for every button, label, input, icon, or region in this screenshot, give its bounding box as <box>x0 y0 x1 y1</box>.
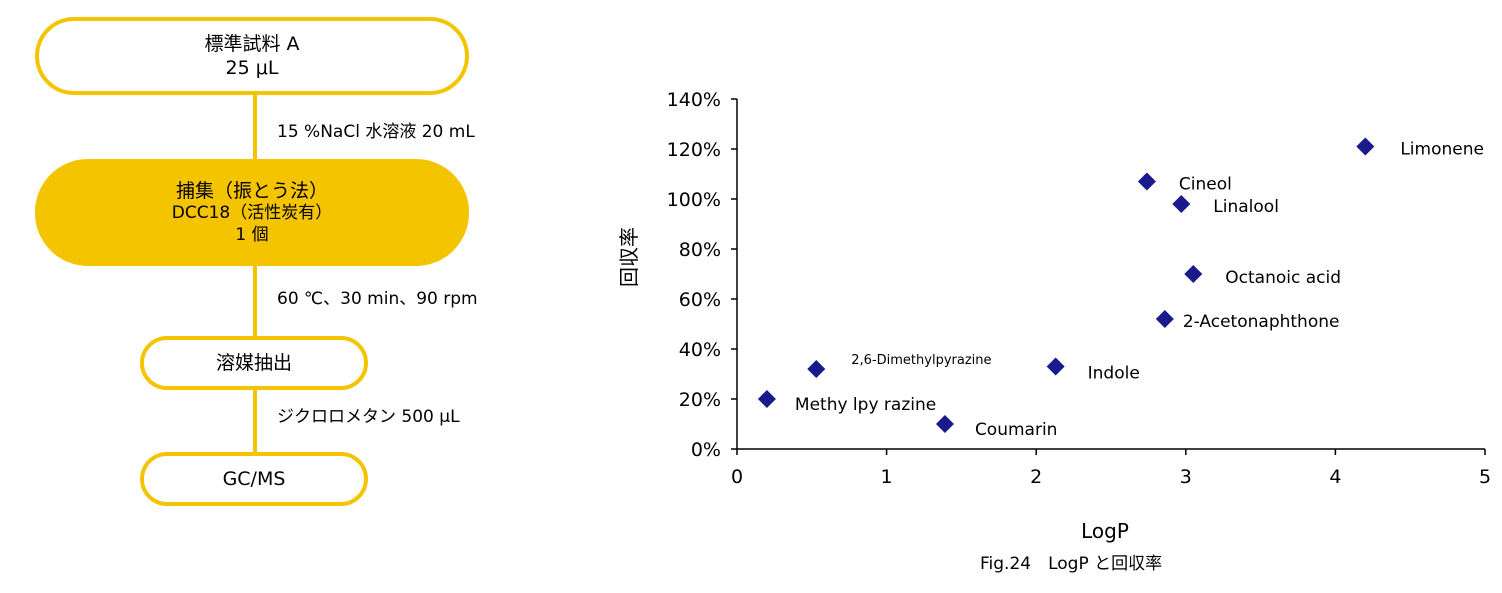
data-point-marker <box>1137 172 1156 191</box>
flow-step-collection-title: 捕集（振とう法） <box>175 179 328 202</box>
data-point-marker <box>757 390 776 408</box>
flow-condition-solvent: ジクロロメタン 500 μL <box>277 407 460 427</box>
data-point-label: Indole <box>1088 364 1140 384</box>
x-tick-label: 2 <box>1030 466 1042 488</box>
flow-step-solvent-extraction: 溶媒抽出 <box>140 336 368 390</box>
y-tick-label: 80% <box>679 239 721 261</box>
flow-connector-1 <box>253 95 257 159</box>
data-point-marker <box>935 415 954 433</box>
sample-prep-flowchart: 標準試料 A 25 μL 15 %NaCl 水溶液 20 mL 捕集（振とう法）… <box>0 0 560 593</box>
data-point-marker <box>1046 357 1065 376</box>
data-point-label: Methy lpy razine <box>795 395 936 415</box>
flow-step-collection-adsorbent: DCC18（活性炭有） <box>171 202 333 223</box>
logp-recovery-scatter-chart: 0 1 2 3 4 5 0% 20% 40% 60% 80% 100% 120% 140% Limone… <box>617 89 1491 543</box>
chart-axes <box>731 98 1486 455</box>
x-axis-label: LogP <box>1081 519 1129 543</box>
flow-connector-2 <box>253 266 257 336</box>
y-tick-label: 0% <box>691 439 721 461</box>
x-tick-label: 0 <box>731 466 743 488</box>
flow-step-gcms-title: GC/MS <box>222 467 286 490</box>
data-point-marker <box>1356 137 1375 156</box>
data-point-label: Octanoic acid <box>1225 268 1341 288</box>
data-point-marker <box>1155 310 1174 328</box>
flow-connector-3 <box>253 390 257 452</box>
data-point-label: 2,6-Dimethylpyrazine <box>851 353 991 368</box>
x-tick-label: 4 <box>1329 466 1341 488</box>
x-tick-label: 1 <box>881 466 893 488</box>
figure-caption: Fig.24 LogP と回収率 <box>980 554 1163 574</box>
y-tick-label: 40% <box>679 339 721 361</box>
flow-step-standard-sample-volume: 25 μL <box>225 57 279 79</box>
flow-step-solvent-extraction-title: 溶媒抽出 <box>215 351 292 374</box>
data-point-marker <box>1172 195 1191 213</box>
flow-step-standard-sample: 標準試料 A 25 μL <box>35 17 469 95</box>
data-point-label: Cineol <box>1179 175 1232 195</box>
flow-condition-shaking: 60 ℃、30 min、90 rpm <box>277 289 478 309</box>
flow-step-standard-sample-title: 標準試料 A <box>204 32 300 55</box>
y-axis-label: 回収率 <box>617 227 641 287</box>
flow-condition-nacl: 15 %NaCl 水溶液 20 mL <box>277 122 475 142</box>
x-tick-label: 5 <box>1479 466 1491 488</box>
flow-step-collection: 捕集（振とう法） DCC18（活性炭有） 1 個 <box>35 159 469 266</box>
flow-step-collection-count: 1 個 <box>235 224 269 245</box>
data-point-label: Linalool <box>1213 197 1279 217</box>
y-tick-label: 120% <box>667 139 721 161</box>
data-point-label: Coumarin <box>975 420 1058 440</box>
data-point-marker <box>1184 265 1203 283</box>
y-tick-labels: 0% 20% 40% 60% 80% 100% 120% 140% <box>667 89 721 461</box>
y-tick-label: 60% <box>679 289 721 311</box>
data-points <box>757 137 1375 433</box>
y-tick-label: 140% <box>667 89 721 111</box>
flow-step-gcms: GC/MS <box>140 452 368 506</box>
data-point-label: 2-Acetonaphthone <box>1183 312 1340 332</box>
x-tick-label: 3 <box>1180 466 1192 488</box>
data-point-label: Limonene <box>1400 140 1484 160</box>
y-tick-label: 20% <box>679 389 721 411</box>
data-point-marker <box>807 360 826 378</box>
x-tick-labels: 0 1 2 3 4 5 <box>731 466 1491 488</box>
y-tick-label: 100% <box>667 189 721 211</box>
